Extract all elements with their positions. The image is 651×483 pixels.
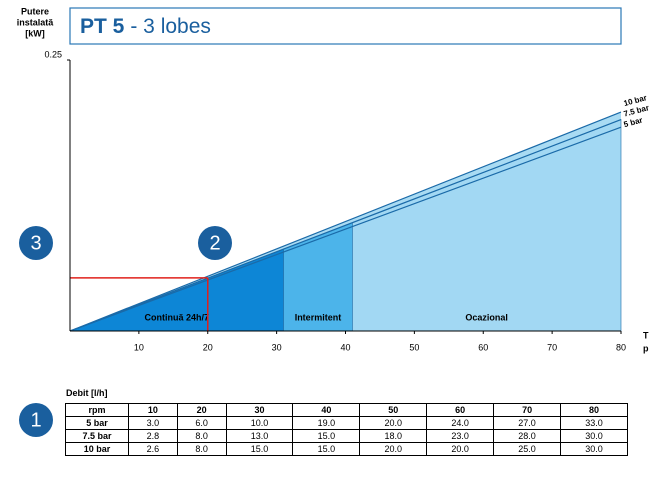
table-cell: 8.0 xyxy=(176,442,227,456)
table-cell: 10.0 xyxy=(225,416,294,430)
table-cell: 27.0 xyxy=(493,416,562,430)
table-cell: 30.0 xyxy=(560,429,628,443)
table-cell: 7.5 bar xyxy=(65,429,129,443)
table-cell: 60 xyxy=(426,403,495,417)
x-tick-label: 60 xyxy=(478,342,488,352)
table-cell: 13.0 xyxy=(225,429,294,443)
y-axis-label: Putere xyxy=(21,6,49,16)
table-cell: 70 xyxy=(493,403,562,417)
table-cell: 10 xyxy=(128,403,178,417)
chart-title: PT 5- 3 lobes xyxy=(80,15,211,38)
table-row: 7.5 bar 2.8 8.0 13.0 15.0 18.0 23.0 28.0 30.0 xyxy=(65,429,628,443)
x-tick-label: 30 xyxy=(272,342,282,352)
badge xyxy=(198,226,232,260)
badge-label: 2 xyxy=(209,232,220,254)
x-tick-label: 20 xyxy=(203,342,213,352)
series-line xyxy=(69,111,622,332)
table-cell: 25.0 xyxy=(493,442,562,456)
y-axis-label: [kW] xyxy=(25,28,45,38)
table-cell: 6.0 xyxy=(176,416,227,430)
x-tick-label: 50 xyxy=(409,342,419,352)
table-cell: 15.0 xyxy=(225,442,294,456)
table-cell: 15.0 xyxy=(292,442,361,456)
series-line xyxy=(69,126,622,332)
badge xyxy=(19,403,53,437)
x-tick-label: 10 xyxy=(134,342,144,352)
table-row: rpm 10 20 30 40 50 60 70 80 xyxy=(65,403,628,417)
title-bold: PT 5 xyxy=(80,15,125,38)
table-cell: 23.0 xyxy=(426,429,495,443)
y-axis-label: instalată xyxy=(17,17,55,27)
zone xyxy=(352,119,622,332)
table-cell: 10 bar xyxy=(65,442,129,456)
zone-label: Ocazional xyxy=(465,312,508,322)
badge-label: 1 xyxy=(30,409,41,431)
table-row: 5 bar 3.0 6.0 10.0 19.0 20.0 24.0 27.0 33.0 xyxy=(65,416,628,430)
table-cell: 5 bar xyxy=(65,416,129,430)
table-cell: 24.0 xyxy=(426,416,495,430)
table-cell: 2.8 xyxy=(128,429,178,443)
table-cell: 2.6 xyxy=(128,442,178,456)
table-cell: 19.0 xyxy=(292,416,361,430)
table-cell: 30.0 xyxy=(560,442,628,456)
zone-label: Intermitent xyxy=(295,312,342,322)
table-cell: 20 xyxy=(176,403,227,417)
table-cell: 20.0 xyxy=(359,442,428,456)
table-cell: 40 xyxy=(292,403,361,417)
x-tick-label: 70 xyxy=(547,342,557,352)
table-caption: Debit [l/h] xyxy=(66,388,108,398)
title-rest: - 3 lobes xyxy=(130,15,211,38)
table-cell: 33.0 xyxy=(560,416,628,430)
x-tick-label: 80 xyxy=(616,342,626,352)
table-cell: 30 xyxy=(225,403,294,417)
title-box xyxy=(69,7,622,45)
zone-label: Continuă 24h/7 xyxy=(144,312,209,322)
table-cell: rpm xyxy=(65,403,129,417)
series-line xyxy=(69,119,622,332)
table-cell: 18.0 xyxy=(359,429,428,443)
table-cell: 8.0 xyxy=(176,429,227,443)
x-axis-label: p xyxy=(643,343,649,353)
badge xyxy=(19,226,53,260)
table-cell: 3.0 xyxy=(128,416,178,430)
table-cell: 20.0 xyxy=(426,442,495,456)
table-cell: 20.0 xyxy=(359,416,428,430)
table-cell: 15.0 xyxy=(292,429,361,443)
table-row: 10 bar 2.6 8.0 15.0 15.0 20.0 20.0 25.0 30.0 xyxy=(65,442,628,456)
table-cell: 28.0 xyxy=(493,429,562,443)
table-cell: 80 xyxy=(560,403,628,417)
x-tick-label: 40 xyxy=(340,342,350,352)
y-tick-label: 0.25 xyxy=(44,49,62,59)
x-axis-label: T xyxy=(643,330,649,340)
table-cell: 50 xyxy=(359,403,428,417)
badge-label: 3 xyxy=(30,232,41,254)
table: rpm 10 20 30 40 50 60 70 80 5 bar 3.0 6.0 10.0 19.0 20… xyxy=(65,403,628,456)
